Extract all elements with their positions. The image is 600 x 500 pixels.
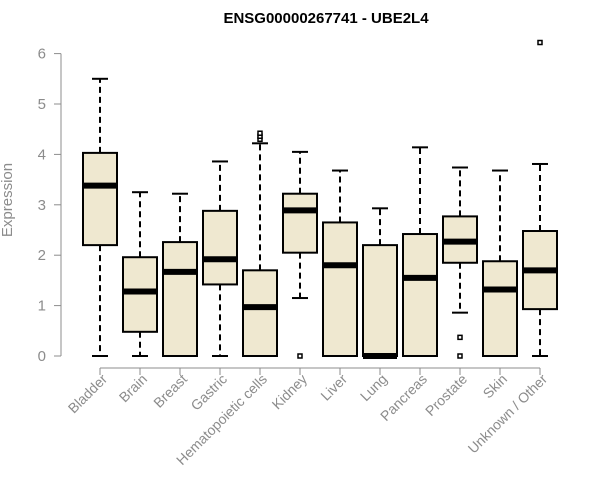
outlier-point (537, 39, 543, 46)
box-iqr (122, 256, 158, 333)
y-tick-label: 2 (38, 247, 46, 264)
box-gastric (202, 160, 238, 357)
y-tick-label: 1 (38, 298, 46, 315)
box-unknown-other (522, 39, 558, 357)
y-tick-label: 4 (38, 146, 46, 163)
x-tick-label: Prostate (422, 371, 470, 419)
box-breast (162, 192, 198, 357)
box-iqr (162, 241, 198, 357)
box-lung (362, 207, 398, 359)
box-iqr (202, 209, 238, 286)
x-tick-label: Breast (150, 371, 190, 411)
box-iqr (402, 233, 438, 357)
box-prostate (442, 166, 478, 359)
y-tick-label: 0 (38, 348, 46, 365)
y-tick-label: 6 (38, 46, 46, 63)
outlier-point (457, 353, 463, 359)
x-tick-label: Bladder (65, 371, 111, 417)
box-iqr (482, 260, 518, 357)
y-tick-label: 3 (38, 197, 46, 214)
box-skin (482, 169, 518, 357)
outlier-point (457, 334, 463, 341)
chart-title: ENSG00000267741 - UBE2L4 (223, 10, 429, 27)
x-tick-label: Skin (480, 371, 511, 402)
outlier-point (297, 353, 303, 359)
box-bladder (82, 77, 118, 357)
box-series (82, 39, 558, 359)
box-pancreas (402, 146, 438, 357)
y-axis: 0 1 2 3 4 5 6 (38, 46, 62, 365)
x-tick-label: Liver (317, 371, 350, 404)
x-tick-label: Kidney (269, 371, 311, 413)
outlier-point (257, 130, 263, 136)
box-iqr (362, 244, 398, 357)
y-axis-label: Expression (0, 163, 16, 237)
box-iqr (82, 151, 118, 247)
box-hematopoietic-cells (242, 130, 278, 358)
box-liver (322, 169, 358, 357)
box-kidney (282, 150, 318, 359)
box-brain (122, 191, 158, 357)
box-iqr (282, 192, 318, 254)
x-tick-label: Brain (116, 371, 150, 405)
box-iqr (242, 269, 278, 358)
box-iqr (322, 221, 358, 357)
y-tick-label: 5 (38, 96, 46, 113)
x-tick-label: Lung (357, 371, 390, 404)
